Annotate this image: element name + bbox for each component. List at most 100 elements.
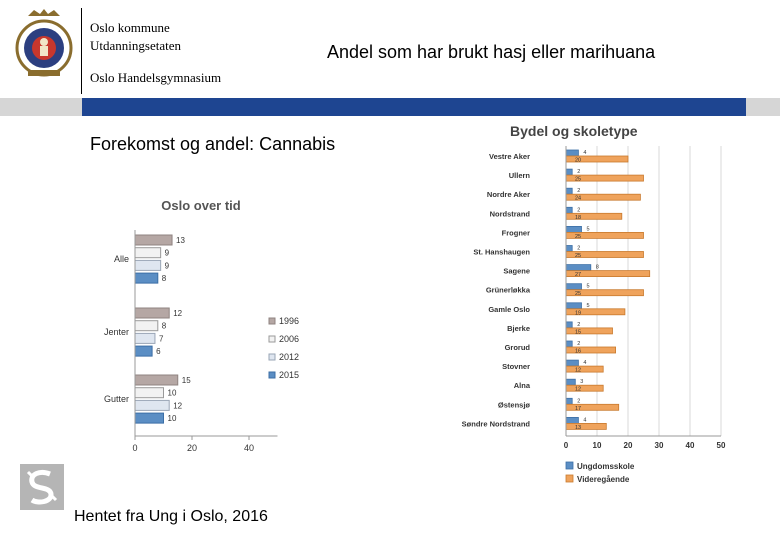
chart2-bar-ungdomsskole	[565, 245, 573, 252]
chart2-legend-swatch	[565, 461, 574, 470]
oslo-municipality-corner-logo	[20, 464, 64, 510]
chart1-bar-2012	[134, 332, 156, 344]
chart1-bar-2012	[134, 259, 162, 271]
chart1-data-label: 8	[162, 322, 167, 331]
chart2-bar-ungdomsskole	[565, 226, 582, 233]
chart2-category-label: Østensjø	[498, 400, 531, 409]
chart2-category-label: Ullern	[509, 171, 531, 180]
chart2-data-label: 2	[577, 322, 580, 328]
school-name: Oslo Handelsgymnasium	[90, 70, 222, 85]
chart1-data-label: 7	[159, 334, 164, 343]
chart2-bar-videregaende	[565, 422, 607, 430]
chart1-legend-label: 1996	[279, 316, 299, 326]
chart2-bar-ungdomsskole	[565, 283, 582, 291]
chart1-data-label: 13	[176, 236, 185, 245]
chart1-data-label: 15	[182, 376, 191, 385]
chart2-legend-swatch	[565, 474, 574, 483]
chart1-legend-swatch	[268, 335, 276, 343]
chart2-bar-ungdomsskole	[565, 302, 582, 310]
chart2-category-label: Gamle Oslo	[488, 305, 530, 314]
header-divider	[81, 8, 82, 94]
chart2-bar-ungdomsskole	[565, 359, 579, 367]
chart2-bar-ungdomsskole	[565, 397, 573, 405]
chart2-data-label: 16	[575, 349, 581, 355]
chart2-bar-ungdomsskole	[565, 321, 573, 329]
chart1-legend-label: 2015	[279, 370, 299, 380]
chart1-data-label: 10	[168, 389, 177, 398]
chart1-bar-2015	[134, 345, 153, 357]
chart2-data-label: 4	[583, 417, 586, 423]
chart1-bar-2006	[134, 387, 164, 399]
chart2-bar-ungdomsskole	[565, 168, 573, 176]
chart2-data-label: 17	[575, 406, 581, 412]
chart2-data-label: 24	[575, 196, 581, 202]
chart2-data-label: 27	[575, 272, 581, 278]
chart2-legend-label: Ungdomsskole	[577, 462, 635, 471]
chart1-bar-2015	[134, 272, 159, 284]
chart2-title: Bydel og skoletype	[510, 123, 638, 139]
chart2-data-label: 18	[575, 215, 581, 221]
chart1-data-label: 12	[173, 401, 182, 410]
chart2-bar-ungdomsskole	[565, 340, 573, 348]
chart2-x-tick-label: 40	[686, 441, 695, 450]
chart2-data-label: 13	[575, 425, 581, 431]
chart2-bar-videregaende	[565, 384, 604, 392]
chart2-x-tick-label: 20	[624, 441, 633, 450]
chart2-data-label: 2	[577, 341, 580, 347]
chart2-data-label: 12	[575, 387, 581, 393]
chart2-data-label: 25	[575, 291, 581, 297]
chart1-title: Oslo over tid	[161, 198, 241, 213]
chart2-category-label: Grorud	[505, 343, 531, 352]
chart1-data-label: 6	[156, 347, 161, 356]
chart1-bar-2015	[134, 412, 164, 424]
slide-title: Andel som har brukt hasj eller marihuana	[327, 42, 656, 62]
chart2-data-label: 4	[583, 150, 586, 156]
chart2-bar-videregaende	[565, 346, 616, 354]
chart2-data-label: 4	[583, 360, 586, 366]
chart1-data-label: 10	[168, 414, 177, 423]
chart2-x-tick-label: 0	[564, 441, 569, 450]
chart2-category-label: Nordstrand	[490, 209, 531, 218]
chart2-bar-ungdomsskole	[565, 416, 579, 424]
chart1-bar-2012	[134, 399, 170, 411]
chart2-x-tick-label: 10	[593, 441, 602, 450]
chart1-x-tick-label: 20	[187, 443, 197, 453]
chart2-data-label: 25	[575, 253, 581, 259]
chart1-data-label: 8	[162, 274, 167, 283]
chart1-bar-2006	[134, 247, 162, 259]
chart1-legend-swatch	[268, 371, 276, 379]
chart2-data-label: 5	[587, 303, 590, 309]
chart2-data-label: 19	[575, 310, 581, 316]
chart1-category-label: Jenter	[104, 327, 129, 337]
chart2-category-label: Grünerløkka	[486, 286, 531, 295]
chart2-data-label: 2	[577, 169, 580, 175]
chart2-x-tick-label: 30	[655, 441, 664, 450]
chart1-x-tick-label: 0	[132, 443, 137, 453]
chart1-category-label: Gutter	[104, 394, 129, 404]
chart2-category-label: Vestre Aker	[489, 152, 530, 161]
chart1-x-tick-label: 40	[244, 443, 254, 453]
chart2-bar-ungdomsskole	[565, 149, 579, 157]
chart2-category-label: Sagene	[503, 267, 530, 276]
chart2-category-label: Frogner	[502, 228, 530, 237]
chart1-bar-1996	[134, 374, 179, 386]
chart1-legend-label: 2012	[279, 352, 299, 362]
chart1-bar-2006	[134, 320, 159, 332]
header-blue-band	[82, 98, 746, 116]
chart2-data-label: 20	[575, 158, 581, 164]
chart2-bar-videregaende	[565, 365, 604, 373]
chart2-data-label: 2	[577, 207, 580, 213]
org-line-2: Utdanningsetaten	[90, 38, 181, 53]
chart1-legend-swatch	[268, 317, 276, 325]
chart1-legend-swatch	[268, 353, 276, 361]
chart2-category-label: Bjerke	[507, 324, 530, 333]
oslo-coat-of-arms-logo	[15, 9, 73, 77]
slide-subtitle: Forekomst og andel: Cannabis	[90, 134, 336, 154]
chart2-x-tick-label: 50	[717, 441, 726, 450]
chart1-data-label: 12	[173, 309, 182, 318]
chart1-bar-1996	[134, 307, 170, 319]
chart1-data-label: 9	[165, 261, 170, 270]
chart2-data-label: 12	[575, 368, 581, 374]
chart2-bar-videregaende	[565, 327, 613, 335]
chart2-data-label: 2	[577, 188, 580, 194]
